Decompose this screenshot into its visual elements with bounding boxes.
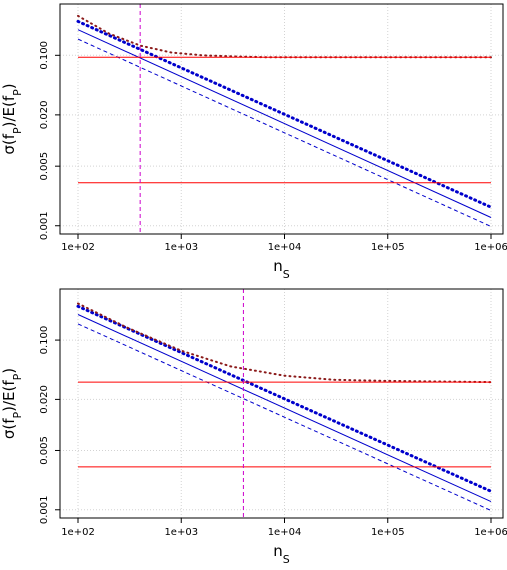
series-line <box>76 19 493 209</box>
x-tick-label: 1e+04 <box>268 242 302 253</box>
chart-panel-bottom: 1e+02 1e+03 1e+04 1e+05 1e+06 0.001 0.005 0.020… <box>0 288 507 566</box>
x-tick-label: 1e+04 <box>268 527 302 538</box>
x-axis-title-sub: S <box>283 268 290 281</box>
y-axis-title: σ(fP)/E(fP) <box>0 368 24 439</box>
y-axis-title-part: σ(f <box>0 133 18 154</box>
x-tick-label: 1e+05 <box>371 527 405 538</box>
y-axis-title-part: P <box>11 373 24 380</box>
x-axis-title-main: n <box>273 257 283 275</box>
x-tick-label: 1e+02 <box>61 527 95 538</box>
y-axis-title-part: ) <box>0 83 18 89</box>
y-axis-title-part: σ(f <box>0 418 18 439</box>
x-axis-title: nS <box>273 257 290 281</box>
chart-panel-top: 1e+02 1e+03 1e+04 1e+05 1e+06 0.001 0.005 0.020… <box>0 3 507 281</box>
series-line <box>77 314 492 503</box>
x-tick-label: 1e+06 <box>474 242 507 253</box>
x-tick-label: 1e+02 <box>61 242 95 253</box>
y-axis-title-part: P <box>11 127 24 134</box>
x-axis-title-main: n <box>273 542 283 560</box>
y-tick-label: 0.020 <box>39 101 50 130</box>
y-tick-label: 0.100 <box>39 41 50 70</box>
x-tick-label: 1e+03 <box>164 242 198 253</box>
y-axis-title-part: P <box>11 89 24 96</box>
y-tick-label: 0.005 <box>39 152 50 181</box>
y-axis-title: σ(fP)/E(fP) <box>0 83 24 154</box>
y-axis-title-part: )/E(f <box>0 380 18 412</box>
plot-frame <box>59 288 504 519</box>
series-line <box>77 29 492 218</box>
y-axis-title-part: P <box>11 412 24 419</box>
y-tick-label: 0.001 <box>39 495 50 524</box>
y-axis-title-part: )/E(f <box>0 95 18 127</box>
y-axis-title-part: ) <box>0 368 18 374</box>
y-tick-label: 0.005 <box>39 436 50 465</box>
x-axis-title: nS <box>273 542 290 566</box>
series-line <box>77 302 492 384</box>
y-tick-label: 0.100 <box>39 326 50 355</box>
series-line <box>77 38 492 227</box>
x-tick-label: 1e+06 <box>474 527 507 538</box>
x-tick-label: 1e+05 <box>371 242 405 253</box>
series-line <box>77 323 492 511</box>
series-line <box>76 304 493 493</box>
x-tick-label: 1e+03 <box>164 527 198 538</box>
y-tick-label: 0.001 <box>39 211 50 240</box>
y-tick-label: 0.020 <box>39 385 50 414</box>
x-axis-title-sub: S <box>283 553 290 566</box>
plot-frame <box>59 3 504 235</box>
